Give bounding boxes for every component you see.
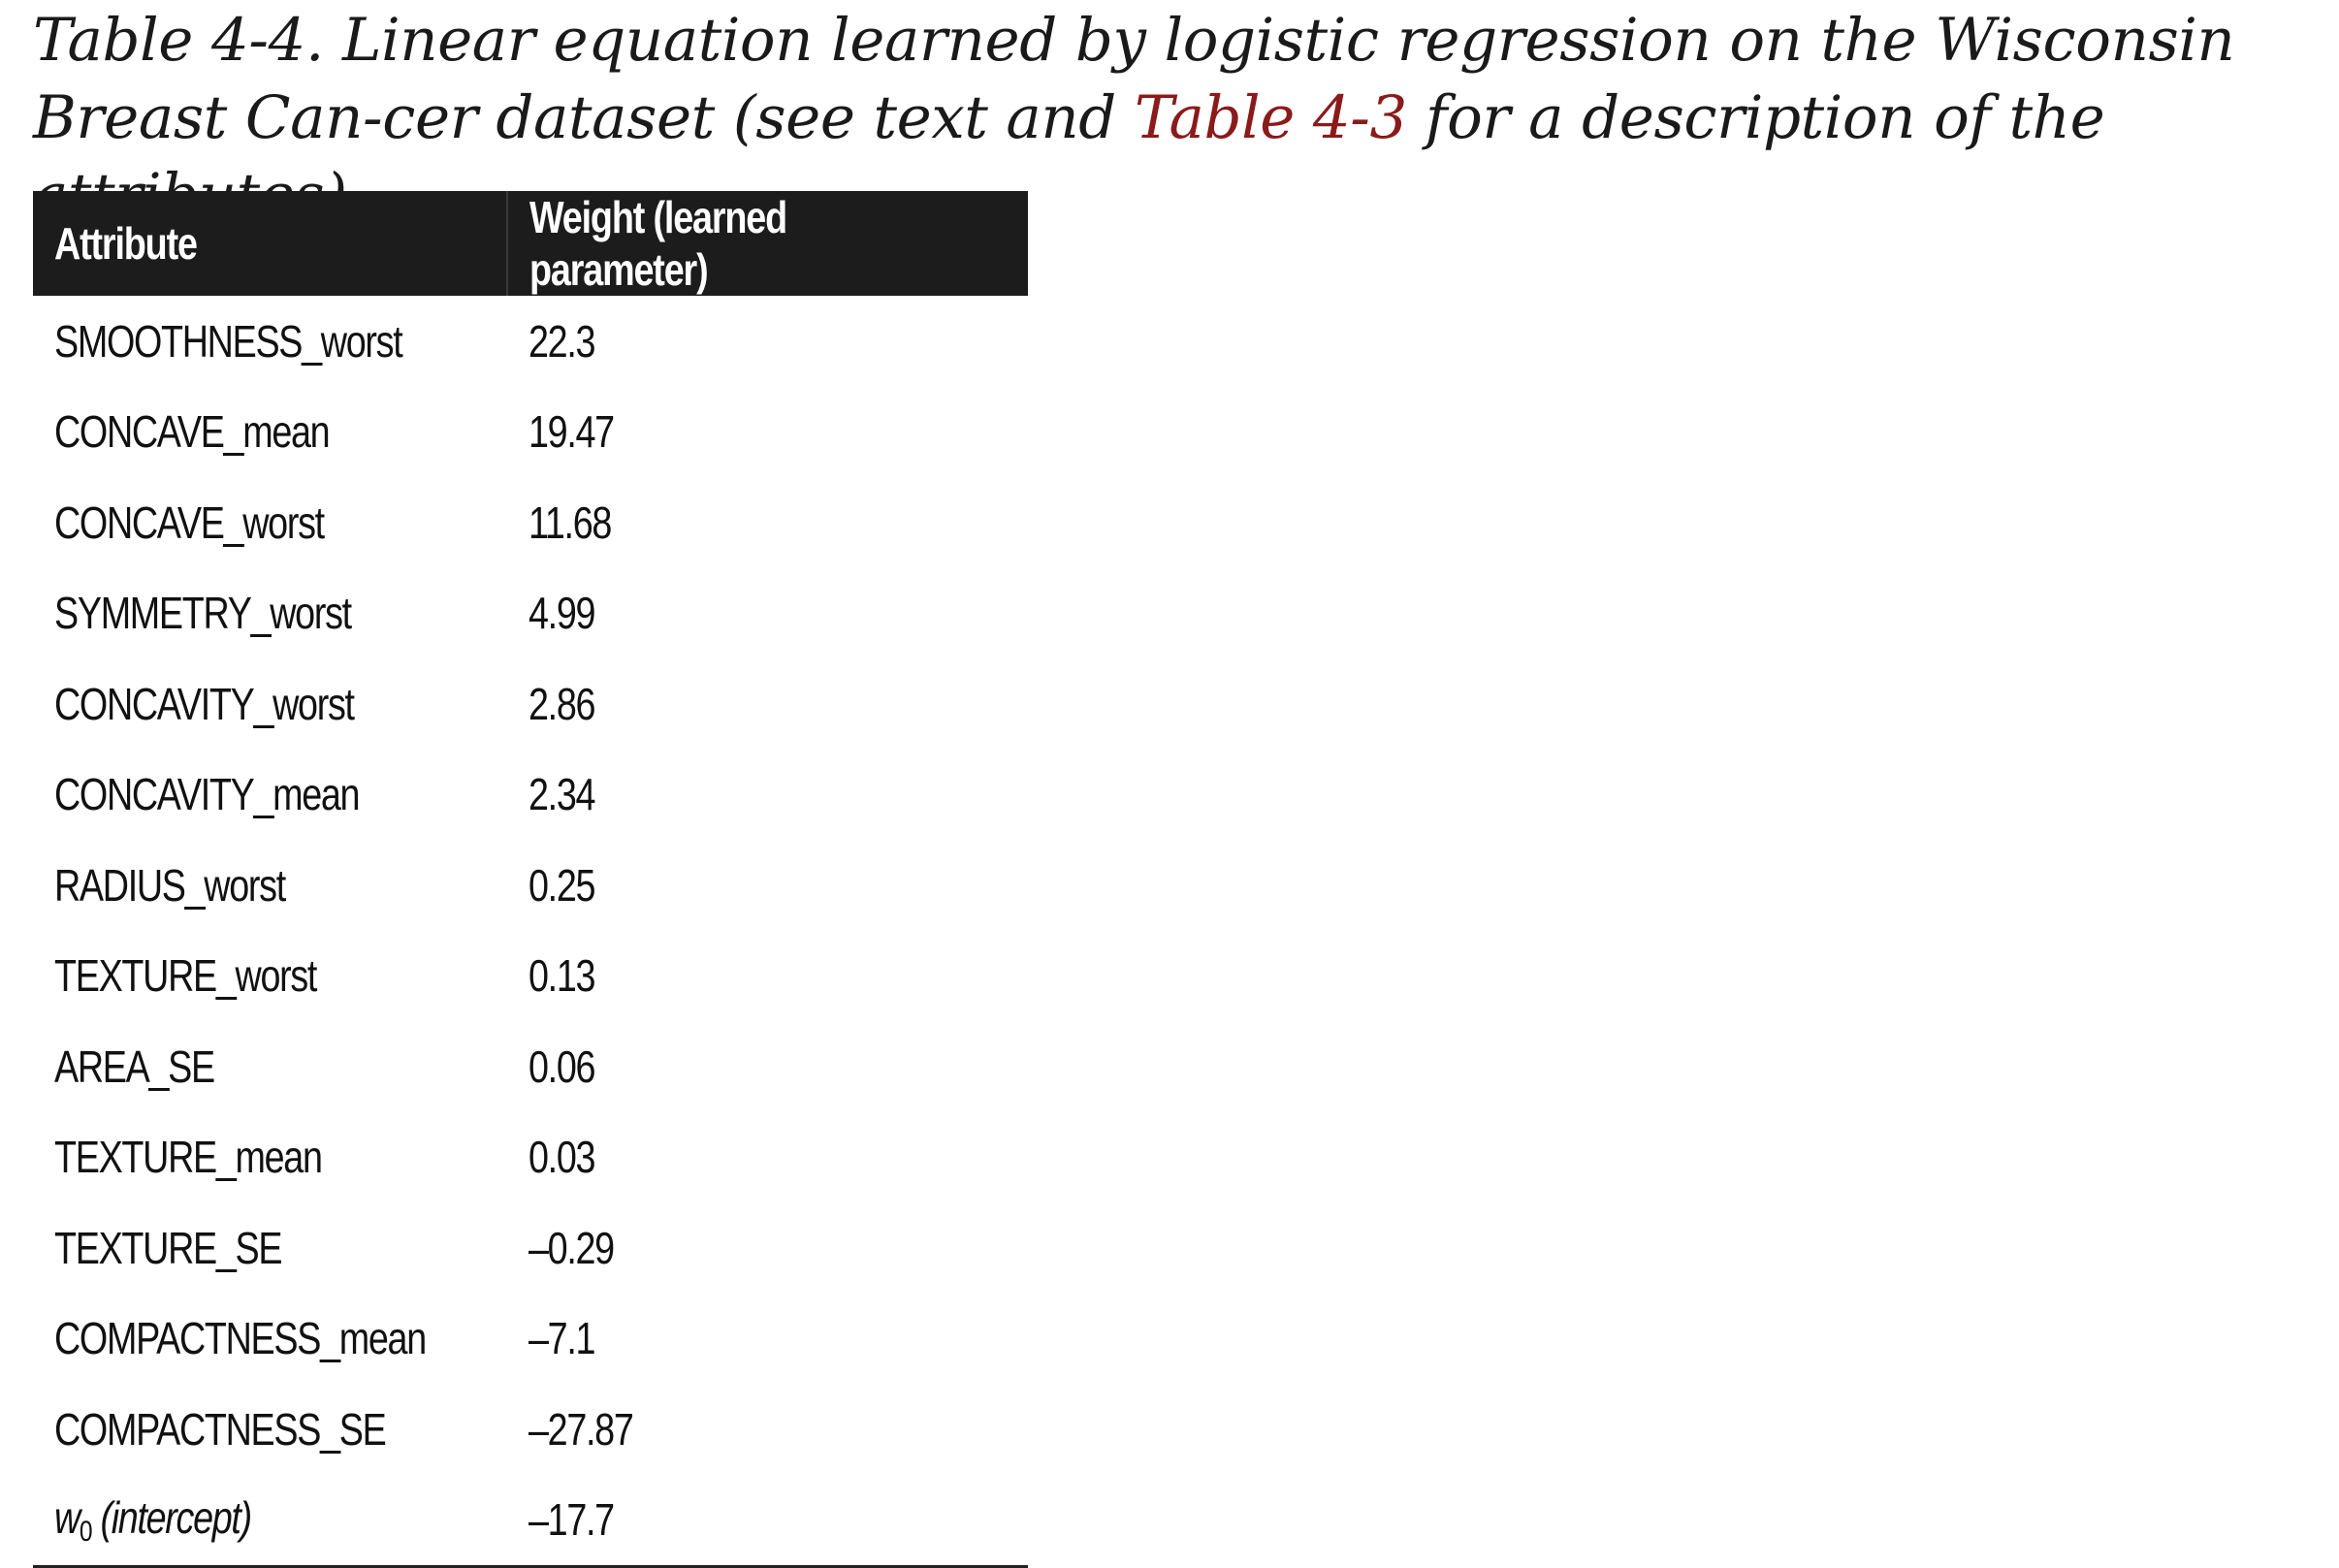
intercept-label: (intercept) xyxy=(91,1491,252,1543)
weight-cell: 0.25 xyxy=(528,859,595,911)
weight-cell: 4.99 xyxy=(528,588,595,639)
attribute-cell: COMPACTNESS_SE xyxy=(54,1403,387,1455)
weight-cell: 22.3 xyxy=(528,315,595,367)
weight-cell: 0.13 xyxy=(528,950,595,1002)
table-row: CONCAVE_mean 19.47 xyxy=(33,387,1028,478)
weights-table: Attribute Weight (learned parameter) SMO… xyxy=(33,191,1028,1568)
attribute-cell: CONCAVITY_worst xyxy=(54,678,355,729)
table-row: RADIUS_worst 0.25 xyxy=(33,840,1028,931)
weight-cell: 11.68 xyxy=(528,496,612,548)
intercept-attribute-cell: w0 (intercept) xyxy=(33,1474,507,1568)
attribute-cell: TEXTURE_SE xyxy=(54,1222,283,1273)
attribute-cell: AREA_SE xyxy=(54,1040,215,1092)
weight-cell: 0.06 xyxy=(528,1040,595,1092)
attribute-cell: CONCAVITY_mean xyxy=(54,769,361,820)
weight-cell: 19.47 xyxy=(528,406,615,458)
table-row: SMOOTHNESS_worst 22.3 xyxy=(33,296,1028,387)
weight-cell: 2.34 xyxy=(528,769,595,820)
table-row: SYMMETRY_worst 4.99 xyxy=(33,568,1028,659)
attribute-column-header: Attribute xyxy=(33,191,508,296)
attribute-cell: SYMMETRY_worst xyxy=(54,588,352,639)
table-row: TEXTURE_SE –0.29 xyxy=(33,1202,1028,1294)
table-4-3-link[interactable]: Table 4-3 xyxy=(1134,83,1407,152)
weight-column-header: Weight (learned parameter) xyxy=(506,191,1028,296)
weight-cell: –0.29 xyxy=(528,1222,615,1273)
table-row: COMPACTNESS_SE –27.87 xyxy=(33,1384,1028,1475)
header-row: Attribute Weight (learned parameter) xyxy=(33,191,1028,296)
attribute-cell: COMPACTNESS_mean xyxy=(54,1313,427,1364)
table-row: TEXTURE_mean 0.03 xyxy=(33,1112,1028,1203)
weight-cell: 0.03 xyxy=(528,1132,595,1183)
intercept-symbol: w xyxy=(54,1491,80,1543)
table-row: AREA_SE 0.06 xyxy=(33,1021,1028,1112)
intercept-subscript: 0 xyxy=(79,1515,93,1548)
weight-cell: –7.1 xyxy=(528,1313,595,1364)
table-row: TEXTURE_worst 0.13 xyxy=(33,931,1028,1022)
attribute-cell: RADIUS_worst xyxy=(54,859,286,911)
attribute-cell: SMOOTHNESS_worst xyxy=(54,315,403,367)
intercept-weight-cell: –17.7 xyxy=(506,1474,1028,1568)
weight-cell: 2.86 xyxy=(528,678,595,729)
table-row: COMPACTNESS_mean –7.1 xyxy=(33,1294,1028,1385)
table-row: CONCAVITY_worst 2.86 xyxy=(33,658,1028,750)
attribute-cell: CONCAVE_worst xyxy=(54,496,325,548)
attribute-cell: CONCAVE_mean xyxy=(54,406,331,458)
table-row: CONCAVITY_mean 2.34 xyxy=(33,750,1028,841)
intercept-row: w0 (intercept) –17.7 xyxy=(33,1474,1028,1568)
weight-cell: –27.87 xyxy=(528,1403,634,1455)
caption-text: Table 4-4. Linear equation learned by lo… xyxy=(33,6,2235,152)
table-row: CONCAVE_worst 11.68 xyxy=(33,477,1028,568)
attribute-cell: TEXTURE_worst xyxy=(54,950,317,1002)
attribute-cell: TEXTURE_mean xyxy=(54,1132,323,1183)
